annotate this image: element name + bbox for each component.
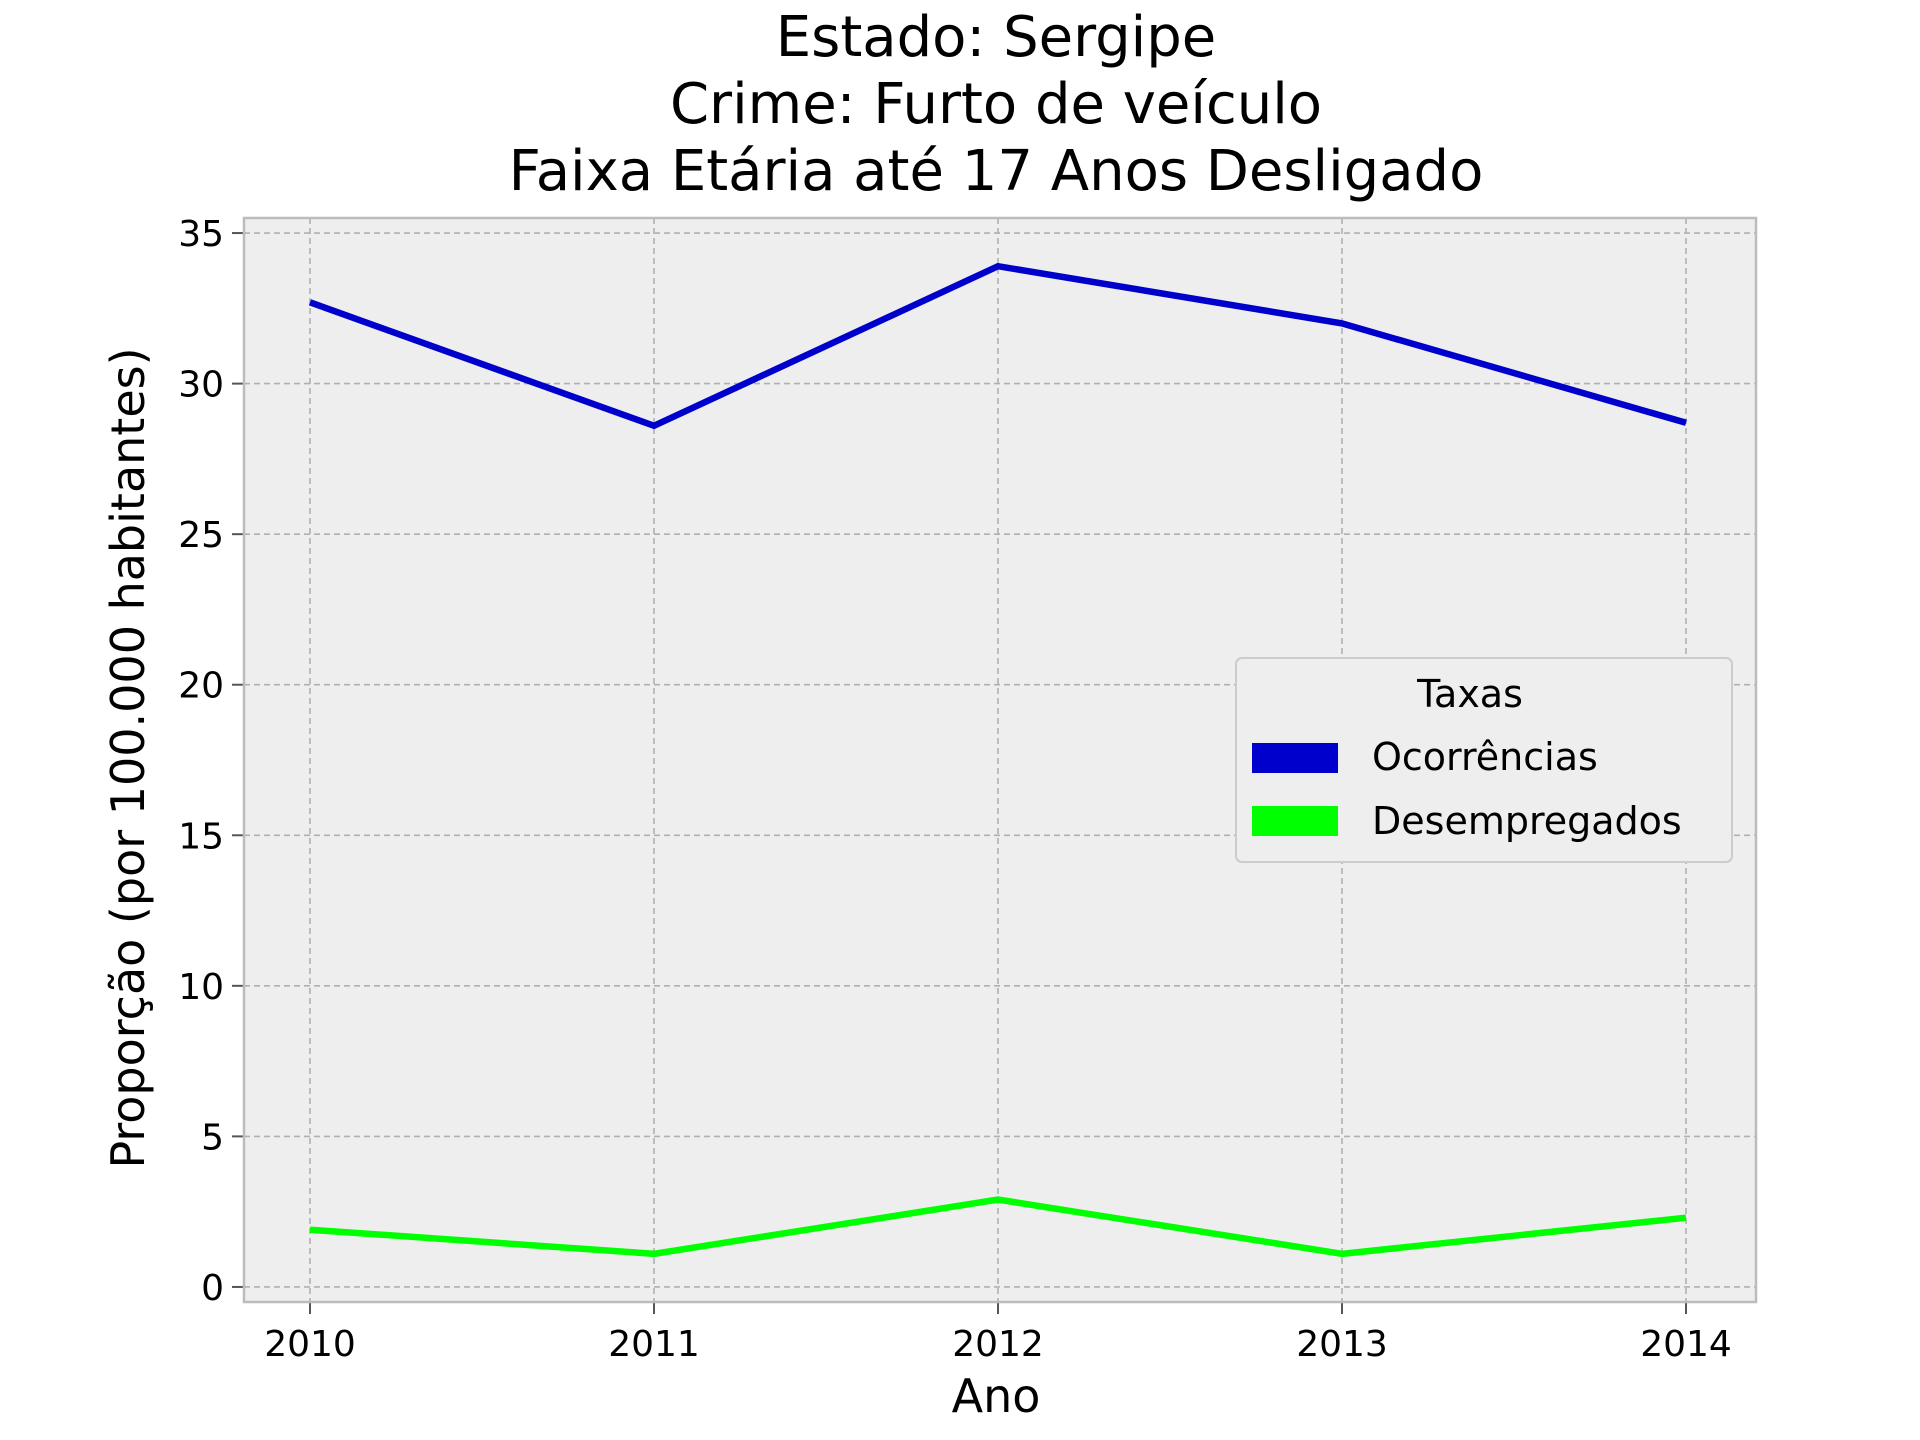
series-lines <box>308 262 1687 1258</box>
y-tick-label: 25 <box>178 515 224 556</box>
x-axis-label: Ano <box>952 1369 1041 1423</box>
title-line-2: Crime: Furto de veículo <box>670 72 1322 137</box>
legend-title: Taxas <box>1416 672 1523 716</box>
legend-box <box>1235 657 1733 863</box>
y-axis-label: Proporção (por 100.000 habitantes) <box>101 347 155 1168</box>
y-tick-label: 15 <box>178 816 224 857</box>
tick-marks <box>232 232 1687 1314</box>
x-tick-label: 2011 <box>608 1324 700 1365</box>
title-line-1: Estado: Sergipe <box>776 5 1216 70</box>
chart-title: Estado: Sergipe Crime: Furto de veículo … <box>509 5 1484 204</box>
plot-frame <box>242 216 1758 1304</box>
y-tick-label: 35 <box>178 214 224 255</box>
legend-label-ocorrencias: Ocorrências <box>1372 735 1598 779</box>
legend-label-desempregados: Desempregados <box>1372 799 1682 843</box>
x-tick-label: 2012 <box>952 1324 1044 1365</box>
y-tick-labels: 0 5 10 15 20 25 30 35 <box>178 214 224 1309</box>
y-tick-label: 20 <box>178 666 224 707</box>
title-line-3: Faixa Etária até 17 Anos Desligado <box>509 139 1484 204</box>
legend: Taxas Ocorrências Desempregados <box>1235 657 1733 863</box>
x-tick-labels: 2010 2011 2012 2013 2014 <box>264 1324 1732 1365</box>
x-tick-label: 2010 <box>264 1324 356 1365</box>
x-tick-label: 2014 <box>1640 1324 1732 1365</box>
y-tick-label: 10 <box>178 967 224 1008</box>
x-tick-label: 2013 <box>1296 1324 1388 1365</box>
y-tick-label: 30 <box>178 365 224 406</box>
legend-swatch-desempregados <box>1252 806 1338 836</box>
y-tick-label: 5 <box>201 1117 224 1158</box>
legend-swatch-ocorrencias <box>1252 743 1338 773</box>
series-line-ocorrencias <box>308 262 1687 430</box>
y-tick-label: 0 <box>201 1268 224 1309</box>
series-line-desempregados <box>309 1196 1687 1258</box>
